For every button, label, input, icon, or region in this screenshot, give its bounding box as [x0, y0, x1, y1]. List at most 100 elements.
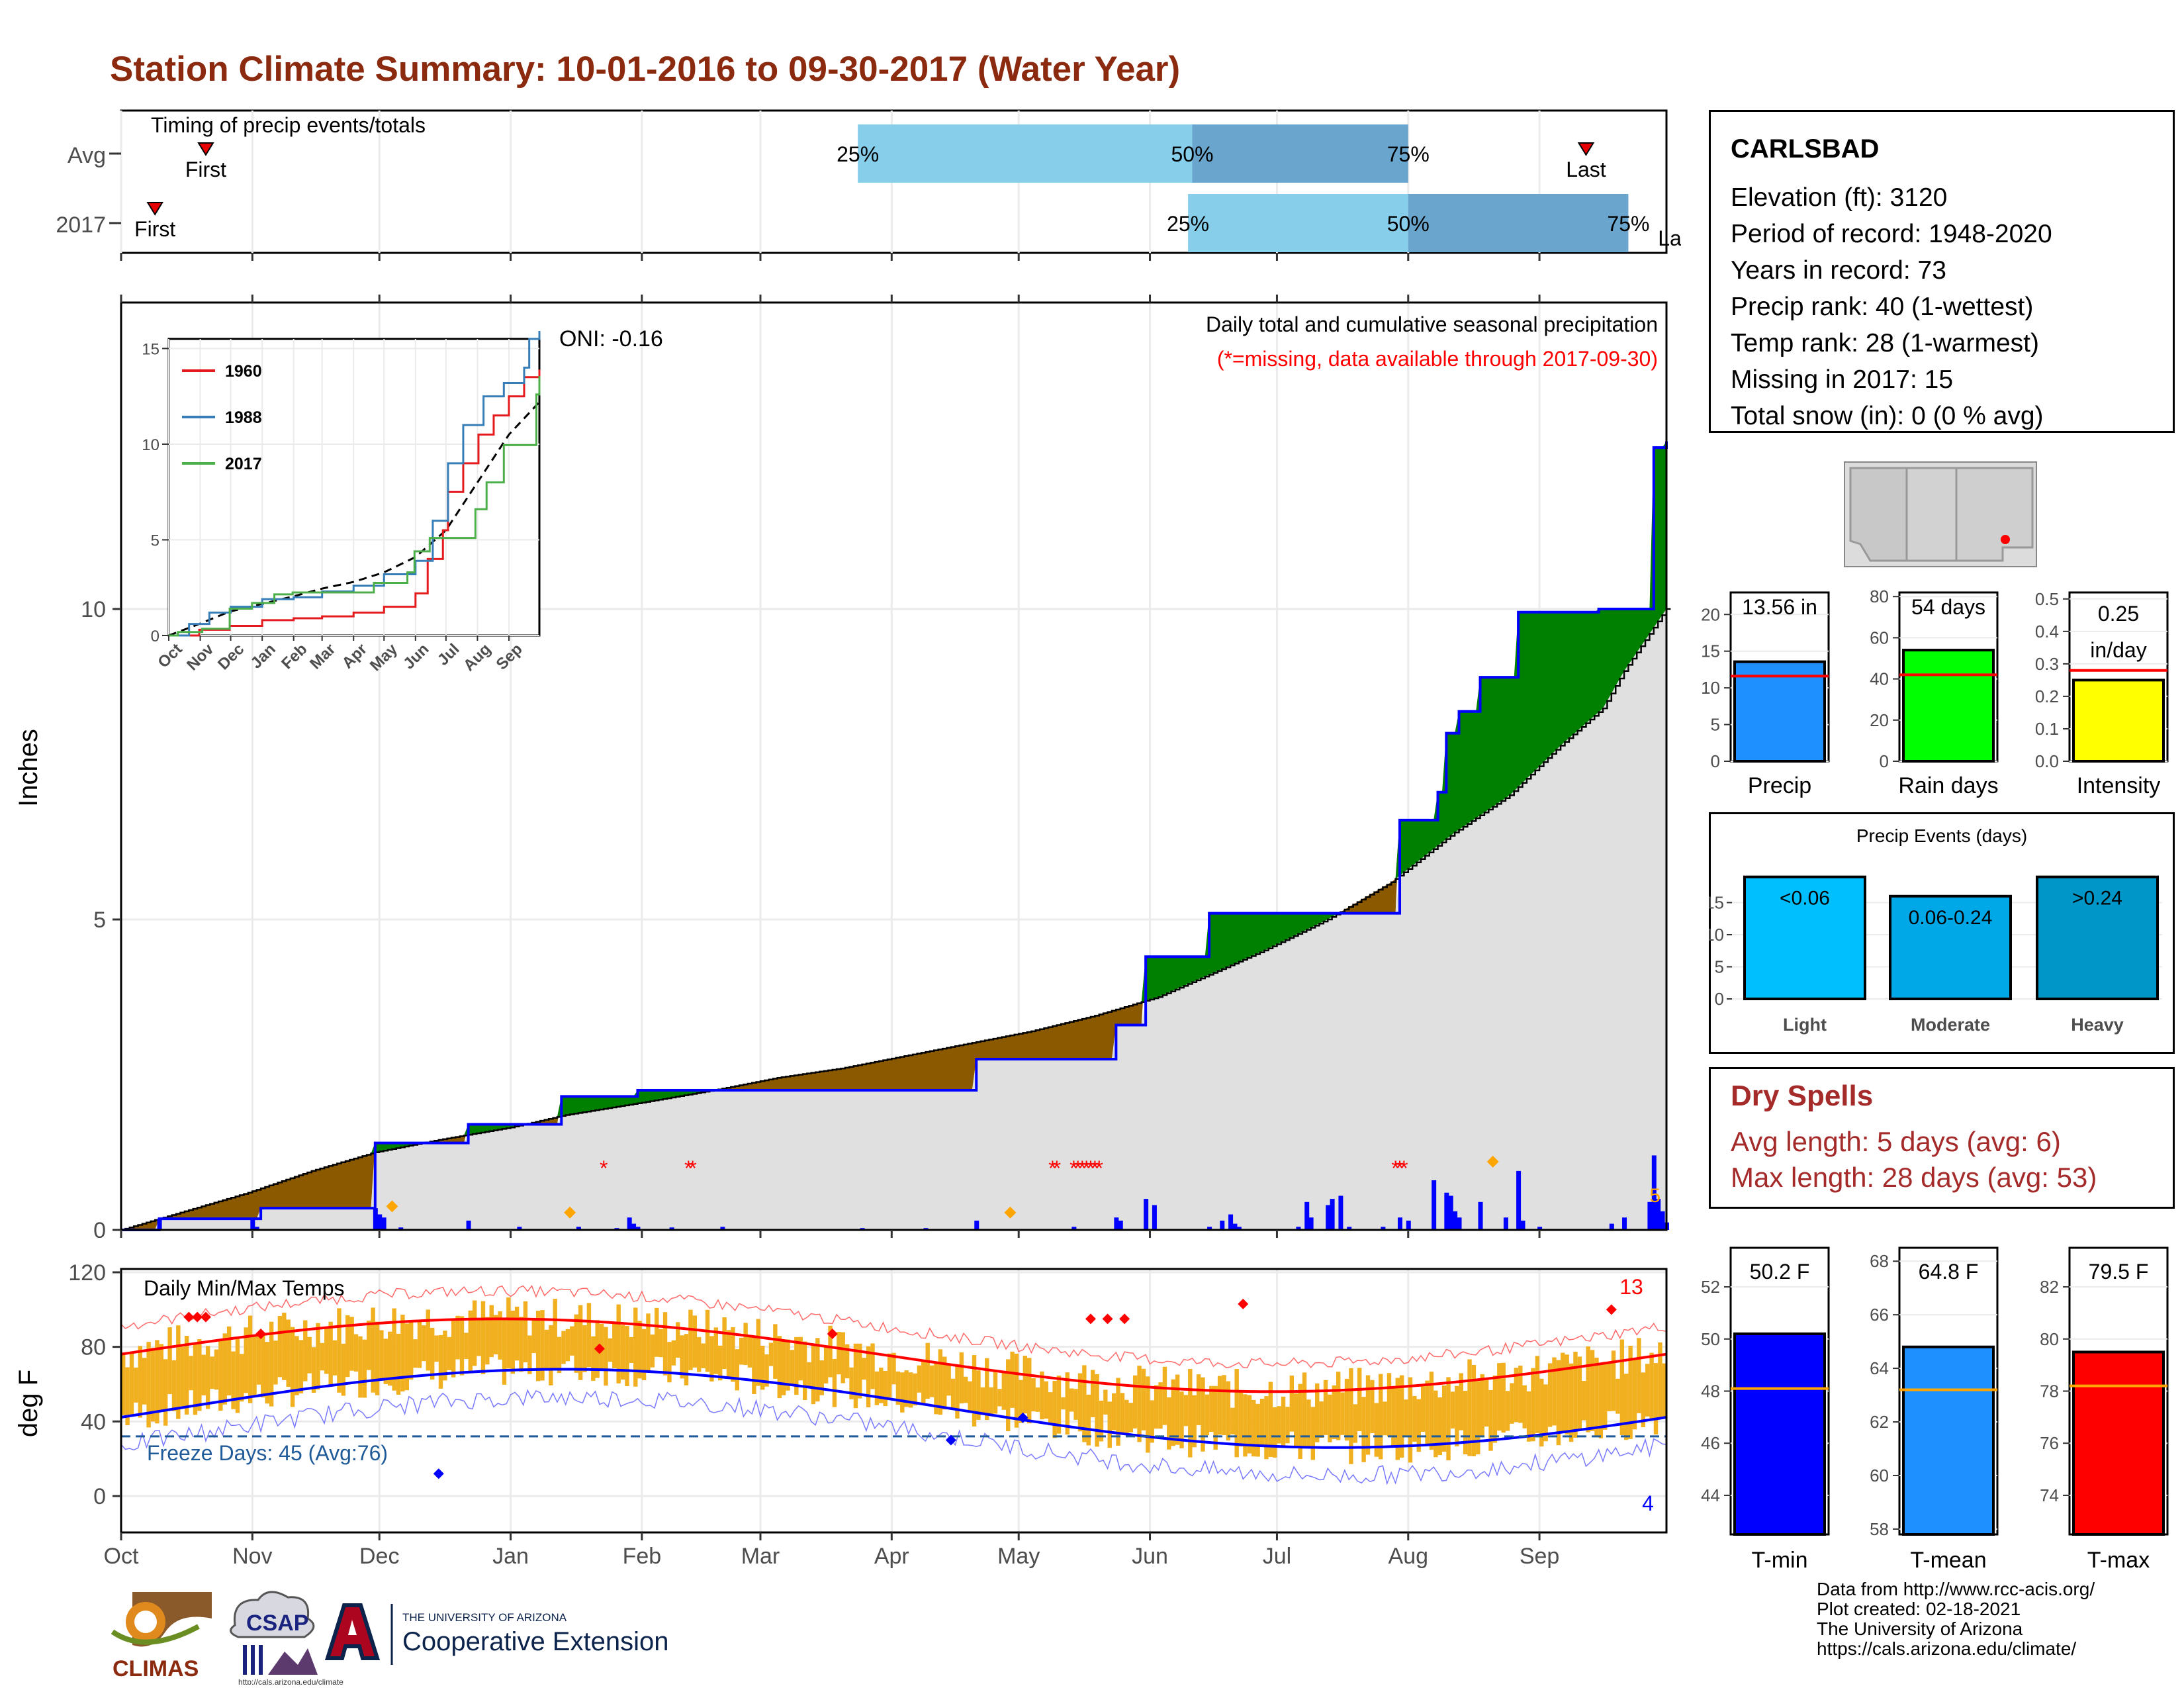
- daily-temp-bar: [1255, 1403, 1260, 1457]
- daily-precip-bar: [1537, 1227, 1543, 1230]
- inset-x-tick-label: Jan: [248, 640, 279, 672]
- daily-temp-bar: [1146, 1376, 1150, 1453]
- daily-temp-bar: [455, 1315, 460, 1360]
- daily-temp-bar: [438, 1335, 443, 1389]
- daily-temp-bar: [904, 1370, 909, 1407]
- daily-temp-bar: [908, 1372, 913, 1408]
- daily-temp-bar: [171, 1360, 177, 1411]
- summary-precip-axis-label: Precip: [1748, 773, 1811, 798]
- daily-precip-bar: [631, 1223, 637, 1230]
- daily-temp-bar: [1044, 1381, 1049, 1419]
- daily-temp-bar: [409, 1320, 414, 1380]
- daily-temp-bar: [989, 1387, 993, 1415]
- temp-summary-t-max-axis-label: T-max: [2087, 1548, 2150, 1573]
- daily-temp-bar: [1412, 1395, 1417, 1442]
- daily-temp-bar: [798, 1336, 803, 1381]
- daily-temp-bar: [1480, 1374, 1484, 1436]
- inset-avg-line: [168, 401, 541, 637]
- daily-temp-bar: [667, 1342, 672, 1383]
- daily-temp-bar: [1175, 1374, 1180, 1445]
- climas-logo: CLIMAS: [111, 1592, 212, 1681]
- daily-temp-bar: [1547, 1363, 1553, 1427]
- daily-precip-bar: [635, 1227, 641, 1230]
- daily-temp-bar: [1455, 1385, 1459, 1446]
- avg-first-marker: [197, 142, 214, 156]
- daily-temp-bar: [972, 1355, 977, 1427]
- daily-precip-bar: [1232, 1223, 1238, 1230]
- daily-precip-bar: [1647, 1201, 1653, 1230]
- daily-temp-bar: [1429, 1372, 1434, 1450]
- record-high-marker: [200, 1311, 211, 1323]
- temp-y-tick-label: 80: [81, 1335, 106, 1360]
- temp-summary-t-max-bar: [2072, 1350, 2165, 1536]
- daily-precip-bar: [576, 1227, 581, 1230]
- daily-temp-bar: [404, 1323, 410, 1391]
- daily-temp-bar: [718, 1345, 723, 1381]
- daily-temp-bar: [591, 1336, 596, 1381]
- daily-temp-bar: [1150, 1400, 1154, 1443]
- event-marker: [1486, 1155, 1499, 1168]
- record-high-marker: [192, 1311, 203, 1323]
- month-axis-label: Jun: [1132, 1544, 1168, 1569]
- daily-temp-bar: [917, 1365, 922, 1393]
- record-high-marker: [1119, 1313, 1130, 1325]
- missing-day-marker: *: [1069, 1156, 1077, 1180]
- daily-temp-bar: [1192, 1395, 1197, 1448]
- daily-precip-bar: [1228, 1214, 1234, 1230]
- daily-temp-bar: [193, 1344, 198, 1415]
- record-high-count: 13: [1619, 1275, 1643, 1299]
- daily-temp-bar: [1535, 1356, 1540, 1433]
- y2017-first-marker: [146, 202, 163, 216]
- record-high-marker: [1102, 1313, 1113, 1325]
- daily-temp-bar: [680, 1335, 684, 1379]
- dry-spells-title: Dry Spells: [1731, 1080, 1874, 1112]
- daily-temp-bar: [692, 1315, 698, 1368]
- daily-temp-bar: [832, 1358, 837, 1407]
- precip-events-title: Precip Events (days): [1856, 825, 2027, 846]
- daily-temp-bar: [1302, 1372, 1307, 1446]
- daily-temp-bar: [392, 1308, 396, 1391]
- inset-y-tick-label: 10: [142, 436, 159, 454]
- csap-logo-text: CSAP: [246, 1611, 308, 1636]
- station-name: CARLSBAD: [1731, 134, 1880, 164]
- daily-precip-bar: [974, 1220, 979, 1230]
- daily-temp-bar: [472, 1300, 477, 1366]
- daily-temp-bar: [468, 1310, 473, 1372]
- precip-frame: [120, 301, 1668, 1231]
- daily-temp-bar: [786, 1339, 790, 1391]
- summary-bars: 0 5 10 15 20 13.56 in Precip 0 20 40 60 80 54 days Ra…: [1701, 586, 2169, 798]
- precip-y-tick-label: 10: [81, 597, 106, 622]
- daily-temp-bar: [434, 1335, 439, 1362]
- daily-temp-bar: [1573, 1351, 1578, 1438]
- daily-temp-bar: [252, 1336, 257, 1397]
- inset-x-tick-label: Aug: [460, 640, 494, 675]
- daily-temp-bar: [163, 1359, 168, 1426]
- daily-temp-bar: [1285, 1407, 1290, 1444]
- daily-temp-bar: [349, 1317, 354, 1371]
- daily-temp-bar: [1420, 1385, 1426, 1432]
- daily-temp-bar: [955, 1366, 960, 1419]
- month-axis-label: Jan: [492, 1544, 529, 1569]
- record-low-count: 4: [1642, 1491, 1654, 1515]
- daily-temp-bar: [1052, 1381, 1057, 1438]
- daily-temp-bar: [375, 1321, 380, 1395]
- daily-temp-bar: [388, 1331, 392, 1386]
- daily-temp-bar: [659, 1329, 663, 1358]
- daily-temp-bar: [1450, 1391, 1455, 1429]
- daily-temp-bar: [1615, 1378, 1620, 1414]
- summary-intensity-y-tick-label: 0.3: [2035, 654, 2059, 674]
- daily-temp-bar: [1484, 1380, 1489, 1427]
- daily-temp-bar: [1251, 1399, 1256, 1457]
- daily-temp-bar: [337, 1308, 341, 1393]
- daily-precip-bar: [1448, 1196, 1453, 1230]
- temp-summary-t-min-value-label: 50.2 F: [1750, 1260, 1810, 1284]
- daily-temp-bar: [1395, 1378, 1400, 1460]
- daily-precip-bar: [1444, 1192, 1449, 1230]
- month-axis-label: Feb: [623, 1544, 662, 1569]
- inset-y-tick-label: 15: [142, 340, 159, 358]
- daily-temp-bar: [1565, 1354, 1569, 1435]
- daily-temp-bar: [1637, 1338, 1641, 1413]
- summary-intensity-bar: [2072, 679, 2165, 763]
- daily-temp-bar: [1582, 1381, 1586, 1421]
- daily-temp-bar: [841, 1332, 845, 1383]
